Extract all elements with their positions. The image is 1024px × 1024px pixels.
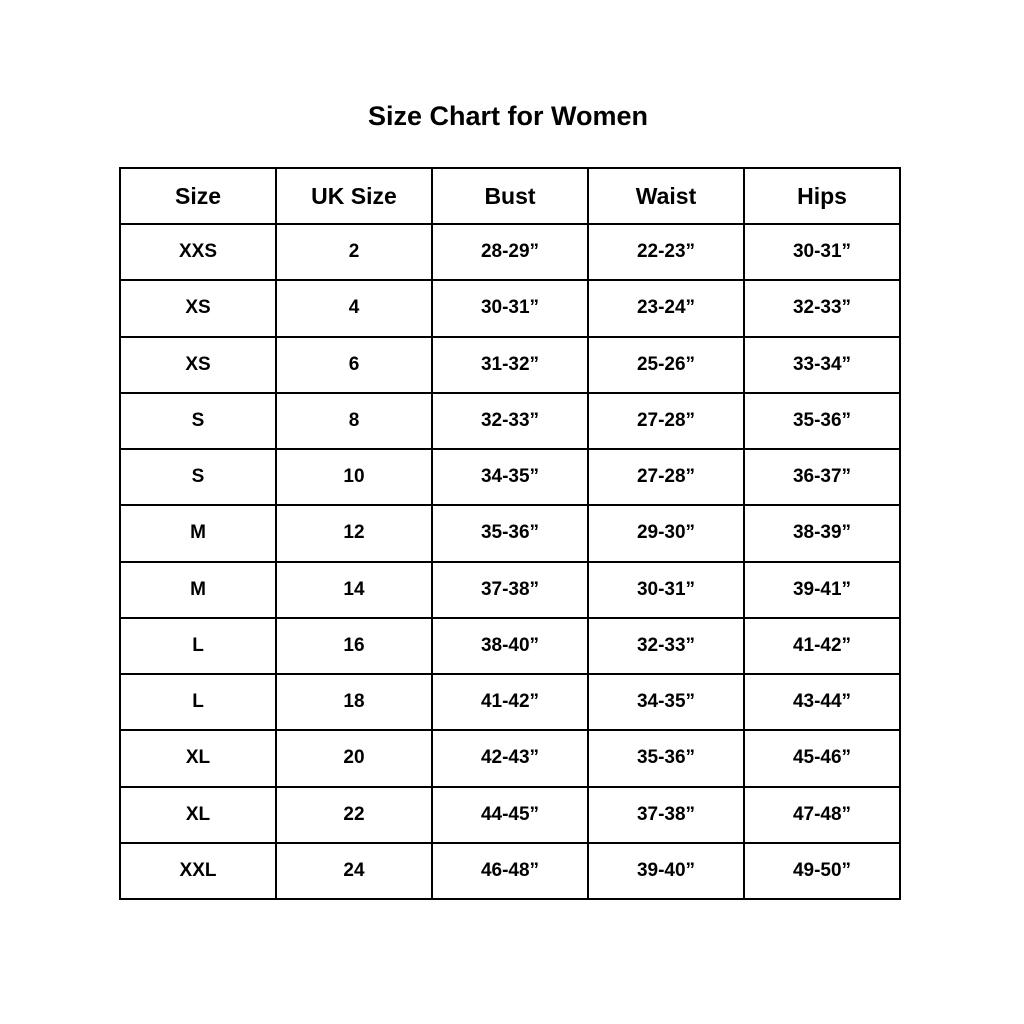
uk-size-cell: 22 bbox=[275, 785, 433, 844]
bust-cell: 30-31” bbox=[431, 279, 589, 338]
table-row: M 12 35-36” 29-30” 38-39” bbox=[119, 504, 901, 563]
hips-cell: 32-33” bbox=[743, 279, 901, 338]
size-cell: M bbox=[119, 504, 277, 563]
hips-cell: 33-34” bbox=[743, 335, 901, 394]
size-cell: XS bbox=[119, 335, 277, 394]
size-cell: S bbox=[119, 447, 277, 507]
table-row: S 10 34-35” 27-28” 36-37” bbox=[119, 447, 901, 507]
uk-size-cell: 24 bbox=[275, 841, 433, 901]
waist-cell: 30-31” bbox=[587, 560, 745, 619]
column-header-uk-size: UK Size bbox=[275, 167, 433, 225]
table-row: XXL 24 46-48” 39-40” 49-50” bbox=[119, 841, 901, 901]
waist-cell: 39-40” bbox=[587, 841, 745, 901]
uk-size-cell: 4 bbox=[275, 279, 433, 338]
bust-cell: 38-40” bbox=[431, 616, 589, 676]
size-cell: XL bbox=[119, 729, 277, 788]
uk-size-cell: 6 bbox=[275, 335, 433, 394]
hips-cell: 45-46” bbox=[743, 729, 901, 788]
hips-cell: 36-37” bbox=[743, 447, 901, 507]
bust-cell: 32-33” bbox=[431, 391, 589, 451]
bust-cell: 28-29” bbox=[431, 222, 589, 282]
hips-cell: 35-36” bbox=[743, 391, 901, 451]
waist-cell: 27-28” bbox=[587, 447, 745, 507]
uk-size-cell: 18 bbox=[275, 672, 433, 732]
size-chart-table: Size UK Size Bust Waist Hips XXS 2 28-29” 2… bbox=[119, 167, 901, 901]
column-header-size: Size bbox=[119, 167, 277, 225]
hips-cell: 41-42” bbox=[743, 616, 901, 676]
table-body: XXS 2 28-29” 22-23” 30-31” XS 4 30-31” 23-24” 32-… bbox=[119, 222, 901, 901]
bust-cell: 35-36” bbox=[431, 504, 589, 563]
uk-size-cell: 10 bbox=[275, 447, 433, 507]
hips-cell: 43-44” bbox=[743, 672, 901, 732]
header-row: Size UK Size Bust Waist Hips bbox=[119, 167, 901, 225]
column-header-bust: Bust bbox=[431, 167, 589, 225]
waist-cell: 35-36” bbox=[587, 729, 745, 788]
bust-cell: 34-35” bbox=[431, 447, 589, 507]
table-row: XS 6 31-32” 25-26” 33-34” bbox=[119, 335, 901, 394]
uk-size-cell: 2 bbox=[275, 222, 433, 282]
waist-cell: 27-28” bbox=[587, 391, 745, 451]
table-row: XS 4 30-31” 23-24” 32-33” bbox=[119, 279, 901, 338]
uk-size-cell: 8 bbox=[275, 391, 433, 451]
waist-cell: 23-24” bbox=[587, 279, 745, 338]
size-cell: XXL bbox=[119, 841, 277, 901]
bust-cell: 31-32” bbox=[431, 335, 589, 394]
column-header-hips: Hips bbox=[743, 167, 901, 225]
hips-cell: 39-41” bbox=[743, 560, 901, 619]
table-row: S 8 32-33” 27-28” 35-36” bbox=[119, 391, 901, 451]
column-header-waist: Waist bbox=[587, 167, 745, 225]
size-cell: S bbox=[119, 391, 277, 451]
bust-cell: 46-48” bbox=[431, 841, 589, 901]
uk-size-cell: 12 bbox=[275, 504, 433, 563]
waist-cell: 37-38” bbox=[587, 785, 745, 844]
size-cell: L bbox=[119, 616, 277, 676]
bust-cell: 41-42” bbox=[431, 672, 589, 732]
uk-size-cell: 16 bbox=[275, 616, 433, 676]
table-row: L 18 41-42” 34-35” 43-44” bbox=[119, 672, 901, 732]
size-cell: XL bbox=[119, 785, 277, 844]
uk-size-cell: 14 bbox=[275, 560, 433, 619]
hips-cell: 30-31” bbox=[743, 222, 901, 282]
table-row: L 16 38-40” 32-33” 41-42” bbox=[119, 616, 901, 676]
table-row: XXS 2 28-29” 22-23” 30-31” bbox=[119, 222, 901, 282]
size-cell: XXS bbox=[119, 222, 277, 282]
hips-cell: 49-50” bbox=[743, 841, 901, 901]
table-row: XL 20 42-43” 35-36” 45-46” bbox=[119, 729, 901, 788]
size-cell: XS bbox=[119, 279, 277, 338]
hips-cell: 38-39” bbox=[743, 504, 901, 563]
bust-cell: 44-45” bbox=[431, 785, 589, 844]
waist-cell: 25-26” bbox=[587, 335, 745, 394]
size-cell: M bbox=[119, 560, 277, 619]
uk-size-cell: 20 bbox=[275, 729, 433, 788]
waist-cell: 29-30” bbox=[587, 504, 745, 563]
page-title: Size Chart for Women bbox=[367, 101, 649, 131]
table-row: M 14 37-38” 30-31” 39-41” bbox=[119, 560, 901, 619]
hips-cell: 47-48” bbox=[743, 785, 901, 844]
waist-cell: 34-35” bbox=[587, 672, 745, 732]
waist-cell: 32-33” bbox=[587, 616, 745, 676]
bust-cell: 37-38” bbox=[431, 560, 589, 619]
waist-cell: 22-23” bbox=[587, 222, 745, 282]
size-cell: L bbox=[119, 672, 277, 732]
bust-cell: 42-43” bbox=[431, 729, 589, 788]
table-row: XL 22 44-45” 37-38” 47-48” bbox=[119, 785, 901, 844]
